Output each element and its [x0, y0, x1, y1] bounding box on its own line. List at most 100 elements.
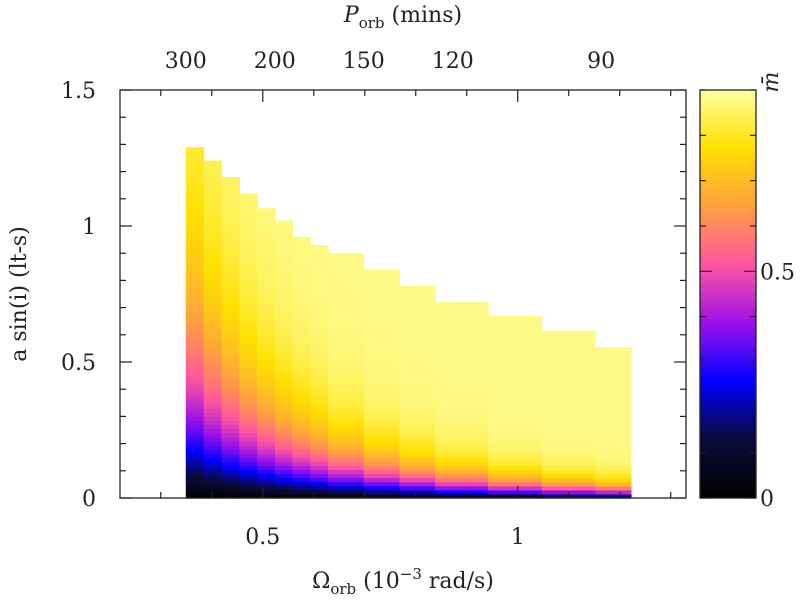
heatmap-cell	[595, 383, 632, 389]
heatmap-cell	[488, 424, 543, 430]
heatmap-cell	[328, 416, 365, 422]
heatmap-cell	[257, 253, 276, 258]
heatmap-cell	[203, 379, 223, 385]
heatmap-cell	[310, 342, 329, 348]
heatmap-cell	[310, 363, 329, 369]
heatmap-cell	[275, 408, 293, 413]
heatmap-cell	[488, 396, 543, 401]
heatmap-cell	[239, 249, 258, 254]
heatmap-cell	[488, 334, 543, 340]
heatmap-cell	[275, 245, 293, 250]
heatmap-cell	[399, 310, 436, 315]
heatmap-cell	[399, 334, 436, 340]
heatmap-cell	[203, 469, 223, 475]
heatmap-cell	[257, 391, 276, 397]
heatmap-cell	[203, 306, 223, 311]
heatmap-cell	[257, 294, 276, 299]
heatmap-cell	[275, 314, 293, 320]
heatmap-cell	[185, 285, 205, 291]
heatmap-cell	[328, 387, 365, 393]
heatmap-cell	[185, 347, 205, 352]
heatmap-cell	[310, 424, 329, 430]
heatmap-cell	[310, 493, 329, 499]
heatmap-cell	[488, 489, 543, 495]
heatmap-cell	[239, 355, 258, 360]
heatmap-cell	[399, 383, 436, 389]
heatmap-cell	[221, 359, 240, 364]
heatmap-cell	[275, 465, 293, 471]
heatmap-cell	[363, 412, 401, 417]
heatmap-cell	[310, 461, 329, 466]
heatmap-cell	[399, 436, 436, 442]
heatmap-cell	[310, 302, 329, 307]
heatmap-cell	[239, 208, 258, 213]
heatmap-cell	[239, 318, 258, 324]
heatmap-cell	[239, 363, 258, 369]
heatmap-cell	[363, 326, 401, 332]
heatmap-cell	[435, 347, 489, 352]
heatmap-cell	[203, 371, 223, 377]
heatmap-cell	[399, 294, 436, 299]
heatmap-cell	[221, 489, 240, 495]
heatmap-cell	[399, 440, 436, 446]
heatmap-cell	[328, 444, 365, 450]
heatmap-cell	[488, 363, 543, 369]
heatmap-cell	[221, 302, 240, 307]
heatmap-cell	[292, 408, 311, 413]
heatmap-cell	[310, 379, 329, 385]
heatmap-cell	[239, 420, 258, 426]
heatmap-cell	[185, 461, 205, 466]
heatmap-cell	[435, 355, 489, 360]
heatmap-cell	[488, 428, 543, 434]
heatmap-cell	[435, 412, 489, 417]
heatmap-cell	[363, 485, 401, 491]
heatmap-cell	[257, 322, 276, 328]
heatmap-cell	[363, 277, 401, 283]
heatmap-cell	[221, 424, 240, 430]
heatmap-cell	[488, 420, 543, 426]
heatmap-cell	[363, 379, 401, 385]
heatmap-cell	[221, 265, 240, 271]
heatmap-cell	[328, 302, 365, 307]
heatmap-cell	[257, 208, 276, 213]
heatmap-cell	[292, 330, 311, 336]
heatmap-cell	[435, 318, 489, 324]
heatmap-cell	[310, 404, 329, 409]
heatmap-cell	[488, 465, 543, 471]
heatmap-cell	[435, 351, 489, 356]
heatmap-cell	[363, 371, 401, 377]
heatmap-cell	[310, 338, 329, 344]
heatmap-cell	[541, 477, 596, 483]
heatmap-cell	[257, 326, 276, 332]
heatmap-cell	[435, 424, 489, 430]
heatmap-cell	[435, 440, 489, 446]
heatmap-cell	[257, 342, 276, 348]
heatmap-cell	[257, 249, 276, 254]
heatmap-cell	[275, 404, 293, 409]
heatmap-cell	[292, 387, 311, 393]
heatmap-cell	[257, 232, 276, 238]
heatmap-cell	[203, 289, 223, 295]
heatmap-cell	[399, 481, 436, 487]
heatmap-cell	[399, 416, 436, 422]
heatmap-cell	[203, 314, 223, 320]
heatmap-cell	[595, 396, 632, 401]
heatmap-cell	[203, 212, 223, 218]
heatmap-cell	[257, 265, 276, 271]
heatmap-cell	[203, 412, 223, 417]
heatmap-cell	[435, 330, 489, 336]
heatmap-cell	[310, 285, 329, 291]
heatmap-cell	[185, 367, 205, 373]
heatmap-cell	[239, 485, 258, 491]
heatmap-cell	[310, 396, 329, 401]
heatmap-cell	[203, 228, 223, 234]
heatmap-cell	[435, 314, 489, 320]
heatmap-cell	[488, 322, 543, 328]
heatmap-cell	[203, 322, 223, 328]
heatmap-cell	[310, 253, 329, 258]
heatmap-cell	[541, 404, 596, 409]
colorbar-title: m̄	[759, 72, 784, 93]
heatmap-cell	[292, 436, 311, 442]
heatmap-cell	[221, 436, 240, 442]
heatmap-cell	[257, 416, 276, 422]
